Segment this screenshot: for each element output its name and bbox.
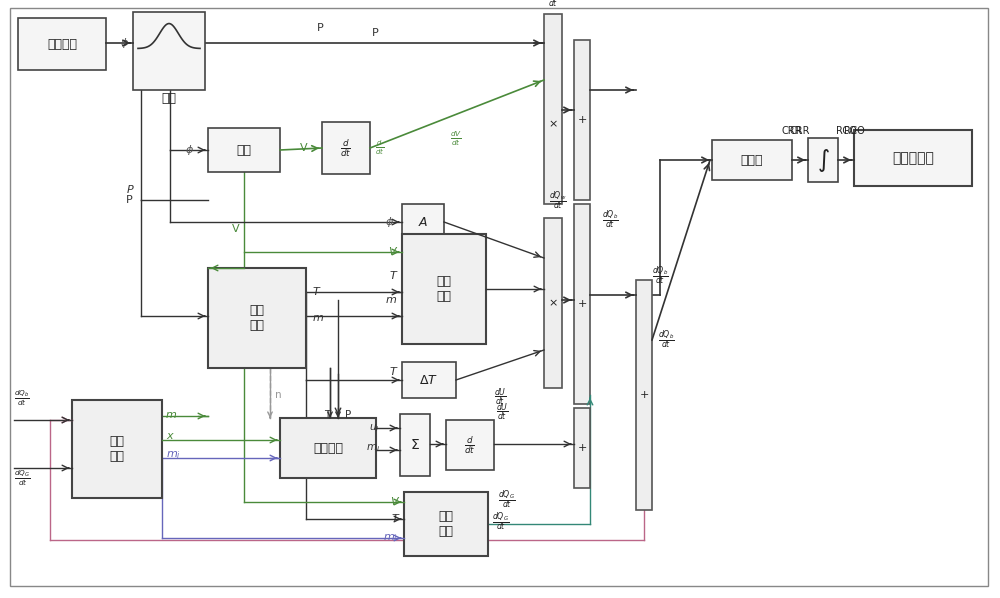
Bar: [322, 122, 370, 174]
Text: $\frac{dU}{dt}$: $\frac{dU}{dt}$: [496, 401, 508, 423]
Text: 放热率: 放热率: [741, 154, 763, 166]
Bar: [208, 128, 280, 172]
Text: V: V: [232, 224, 240, 234]
Text: 体积: 体积: [237, 144, 252, 157]
Text: +: +: [577, 115, 587, 125]
Text: $\frac{d}{dt}$: $\frac{d}{dt}$: [464, 434, 476, 456]
Text: $\frac{dQ_{b}}{dt}$: $\frac{dQ_{b}}{dt}$: [602, 209, 619, 231]
Text: 补充
方程: 补充 方程: [438, 510, 454, 538]
Text: $m_i$: $m_i$: [166, 449, 181, 461]
Bar: [404, 492, 488, 556]
Text: $\phi$: $\phi$: [385, 215, 394, 229]
Bar: [208, 268, 306, 368]
Text: n: n: [275, 390, 281, 400]
Text: 状态
方程: 状态 方程: [250, 304, 264, 332]
Bar: [808, 138, 838, 182]
Text: T: T: [389, 367, 396, 377]
Bar: [18, 18, 106, 70]
Text: $\frac{dQ_{b}}{dt}$: $\frac{dQ_{b}}{dt}$: [14, 388, 30, 408]
Text: P: P: [345, 410, 351, 420]
Text: P: P: [126, 195, 133, 205]
Text: P: P: [317, 23, 323, 33]
Text: m: m: [313, 313, 324, 323]
Text: ×: ×: [548, 119, 558, 129]
Bar: [636, 280, 652, 510]
Text: $u_i$: $u_i$: [369, 422, 380, 434]
Text: $\frac{dQ_{b}}{dt}$: $\frac{dQ_{b}}{dt}$: [658, 329, 675, 352]
Text: CRR: CRR: [782, 126, 802, 136]
Text: $\frac{d}{dt}$: $\frac{d}{dt}$: [375, 139, 385, 157]
Text: RCO: RCO: [836, 126, 856, 136]
Text: V: V: [388, 247, 396, 257]
Text: P: P: [372, 28, 378, 38]
Text: $m_i$: $m_i$: [366, 442, 380, 454]
Text: m: m: [166, 410, 177, 420]
Bar: [574, 408, 590, 488]
Text: P: P: [126, 185, 133, 195]
Text: $m_i$: $m_i$: [383, 532, 398, 544]
Bar: [133, 12, 205, 90]
Text: T: T: [313, 287, 320, 297]
Text: +: +: [639, 390, 649, 400]
Bar: [574, 40, 590, 200]
Bar: [854, 130, 972, 186]
Text: $\frac{dU}{dt}$: $\frac{dU}{dt}$: [494, 386, 506, 408]
Text: 压力: 压力: [162, 91, 176, 105]
Text: $\frac{dQ_{G}}{dt}$: $\frac{dQ_{G}}{dt}$: [498, 489, 516, 511]
Text: A: A: [419, 215, 427, 228]
Bar: [712, 140, 792, 180]
Text: T: T: [324, 410, 330, 420]
Text: $\frac{dQ_{G}}{dt}$: $\frac{dQ_{G}}{dt}$: [14, 468, 30, 488]
Bar: [72, 400, 162, 498]
Text: T: T: [391, 514, 398, 524]
Text: $\Sigma$: $\Sigma$: [410, 438, 420, 452]
Bar: [402, 234, 486, 344]
Text: CRR: CRR: [790, 126, 810, 136]
Bar: [544, 218, 562, 388]
Text: $\frac{dW}{dt}$: $\frac{dW}{dt}$: [546, 0, 560, 10]
Text: $\int$: $\int$: [817, 147, 829, 173]
Bar: [280, 418, 376, 478]
Text: $\frac{d}{dt}$: $\frac{d}{dt}$: [340, 137, 352, 159]
Text: $\phi$: $\phi$: [120, 36, 128, 50]
Text: 内能计算: 内能计算: [313, 441, 343, 454]
Text: $\Delta T$: $\Delta T$: [419, 374, 439, 386]
Text: +: +: [577, 299, 587, 309]
Text: RCO: RCO: [844, 126, 865, 136]
Text: T: T: [389, 271, 396, 281]
Bar: [574, 204, 590, 404]
Text: 曲轴转角: 曲轴转角: [47, 38, 77, 50]
Bar: [446, 420, 494, 470]
Text: V: V: [390, 497, 398, 507]
Bar: [402, 204, 444, 240]
Bar: [400, 414, 430, 476]
Text: 累积放热量: 累积放热量: [892, 151, 934, 165]
Text: x: x: [166, 431, 173, 441]
Text: $\frac{dV}{dt}$: $\frac{dV}{dt}$: [450, 130, 462, 148]
Text: m: m: [385, 295, 396, 305]
Bar: [544, 14, 562, 204]
Text: $\frac{dQ_{w}}{dt}$: $\frac{dQ_{w}}{dt}$: [549, 190, 567, 212]
Text: $\frac{dQ_{b}}{dt}$: $\frac{dQ_{b}}{dt}$: [652, 265, 669, 288]
Text: ×: ×: [548, 298, 558, 308]
Text: 导热
系数: 导热 系数: [436, 275, 452, 303]
Text: $\phi$: $\phi$: [185, 143, 194, 157]
Text: +: +: [577, 443, 587, 453]
Text: 质量
守恒: 质量 守恒: [110, 435, 124, 463]
Text: V: V: [300, 143, 308, 153]
Text: $\frac{dQ_{G}}{dt}$: $\frac{dQ_{G}}{dt}$: [492, 510, 510, 533]
Bar: [402, 362, 456, 398]
